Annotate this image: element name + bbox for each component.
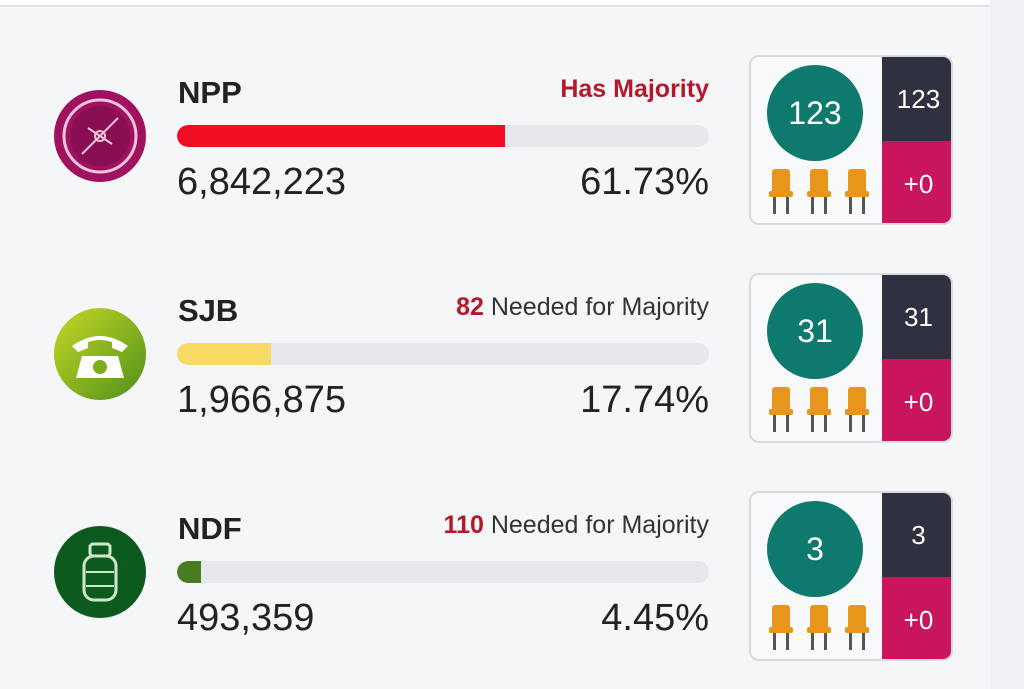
seat-card: 31 31 +0	[749, 273, 953, 443]
majority-status: Has Majority	[560, 75, 709, 104]
party-row-ndf: NDF 110 Needed for Majority 493,359 4.45…	[0, 491, 990, 661]
vote-count: 1,966,875	[177, 379, 347, 421]
party-name: NDF	[178, 511, 242, 546]
seat-count-circle: 3	[767, 501, 863, 597]
vote-share-bar	[177, 125, 709, 147]
chair-icon	[845, 387, 869, 438]
party-row-npp: NPP Has Majority 6,842,223 61.73% 123 12…	[0, 55, 990, 225]
seat-count-circle: 123	[767, 65, 863, 161]
chair-icon	[845, 605, 869, 656]
vote-count: 493,359	[177, 597, 315, 639]
chair-icon	[845, 169, 869, 220]
chair-icon	[769, 169, 793, 220]
majority-status: 110 Needed for Majority	[444, 511, 709, 540]
chair-icon	[807, 387, 831, 438]
top-divider	[0, 0, 990, 7]
vote-share-fill	[177, 343, 272, 365]
seats-needed: 82	[456, 293, 484, 321]
status-text: Needed for Majority	[490, 511, 709, 539]
party-name: NPP	[178, 75, 242, 110]
chair-icon	[769, 387, 793, 438]
status-text: Has Majority	[560, 75, 709, 103]
seat-chairs	[769, 169, 869, 220]
vote-count: 6,842,223	[177, 161, 347, 203]
vote-percent: 4.45%	[601, 597, 709, 639]
status-text: Needed for Majority	[490, 293, 709, 321]
chair-icon	[807, 605, 831, 656]
vote-percent: 17.74%	[580, 379, 709, 421]
right-margin	[990, 0, 1024, 689]
seats-won: 123	[882, 57, 951, 141]
seat-card: 123 123 +0	[749, 55, 953, 225]
seat-change: +0	[882, 577, 951, 659]
compass-icon	[52, 88, 148, 184]
seat-change: +0	[882, 359, 951, 441]
vote-share-bar	[177, 343, 709, 365]
vote-share-bar	[177, 561, 709, 583]
vote-share-fill	[177, 561, 201, 583]
telephone-icon	[52, 306, 148, 402]
seats-needed: 110	[443, 511, 484, 539]
party-row-sjb: SJB 82 Needed for Majority 1,966,875 17.…	[0, 273, 990, 443]
gas-cylinder-icon	[52, 524, 148, 620]
vote-percent: 61.73%	[580, 161, 709, 203]
seat-count-circle: 31	[767, 283, 863, 379]
seat-change: +0	[882, 141, 951, 223]
seat-chairs	[769, 387, 869, 438]
seat-card: 3 3 +0	[749, 491, 953, 661]
chair-icon	[769, 605, 793, 656]
seats-won: 3	[882, 493, 951, 577]
seat-chairs	[769, 605, 869, 656]
majority-status: 82 Needed for Majority	[456, 293, 709, 322]
chair-icon	[807, 169, 831, 220]
party-name: SJB	[178, 293, 239, 328]
seats-won: 31	[882, 275, 951, 359]
vote-share-fill	[177, 125, 506, 147]
